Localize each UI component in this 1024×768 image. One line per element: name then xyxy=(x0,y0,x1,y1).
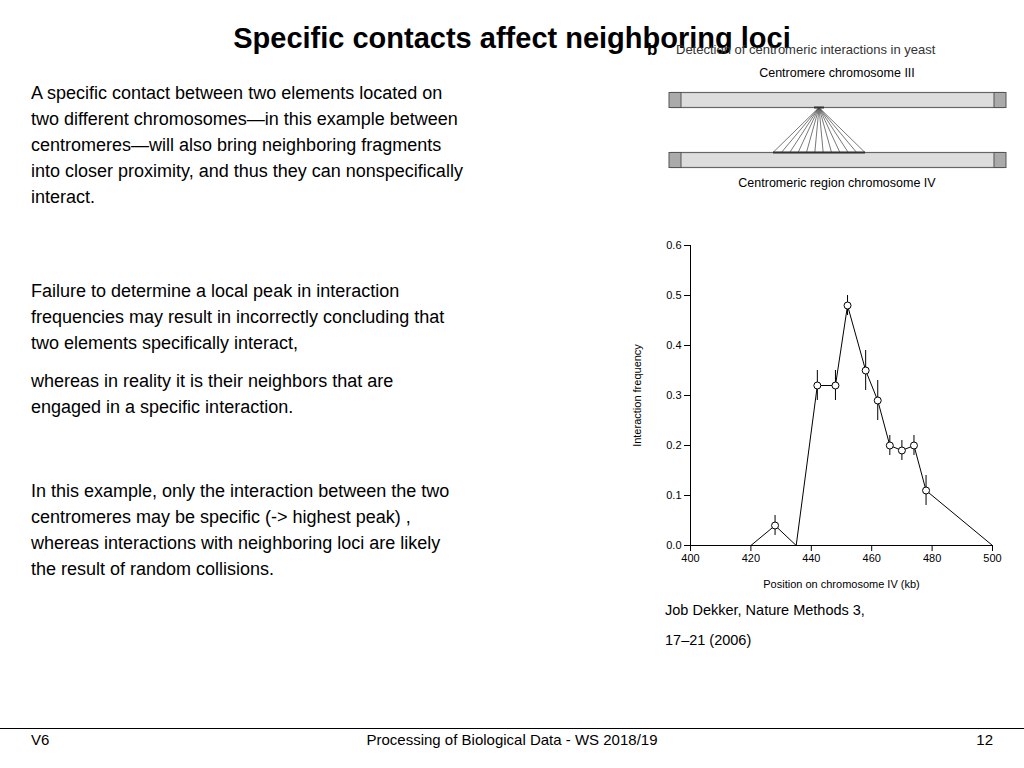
svg-text:0.6: 0.6 xyxy=(666,239,681,251)
html-text:whereas in reality it is their: whereas in reality it is their neighbors… xyxy=(31,371,394,418)
html-text:V6: V6 xyxy=(31,731,50,748)
svg-text:0.2: 0.2 xyxy=(666,439,681,451)
html-text:In this example, only the inte: In this example, only the interaction be… xyxy=(31,481,450,580)
svg-text:440: 440 xyxy=(802,552,820,564)
svg-text:400: 400 xyxy=(681,552,699,564)
svg-text:0.1: 0.1 xyxy=(666,489,681,501)
html-text:12: 12 xyxy=(976,731,993,748)
html-text:Detection of centromeric inter: Detection of centromeric interactions in… xyxy=(676,42,936,57)
svg-text:420: 420 xyxy=(742,552,760,564)
svg-text:Position on chromosome IV (kb): Position on chromosome IV (kb) xyxy=(763,578,920,590)
html-text:17–21 (2006): 17–21 (2006) xyxy=(665,632,752,648)
html-text:Specific contacts affect neigh: Specific contacts affect neighboring loc… xyxy=(233,22,791,54)
svg-text:0.3: 0.3 xyxy=(666,389,681,401)
html-text:b: b xyxy=(647,40,658,59)
html-text:Job Dekker, Nature Methods 3,: Job Dekker, Nature Methods 3, xyxy=(665,602,865,618)
html-text:Failure to determine a local p: Failure to determine a local peak in int… xyxy=(31,281,445,354)
svg-text:Interaction frequency: Interaction frequency xyxy=(631,344,643,447)
svg-text:500: 500 xyxy=(983,552,1001,564)
html-text:Processing of Biological Data: Processing of Biological Data - WS 2018/… xyxy=(366,731,658,748)
svg-text:0.5: 0.5 xyxy=(666,289,681,301)
svg-text:0.0: 0.0 xyxy=(666,539,681,551)
svg-text:480: 480 xyxy=(923,552,941,564)
svg-text:0.4: 0.4 xyxy=(666,339,681,351)
svg-text:460: 460 xyxy=(863,552,881,564)
html-text:Centromere chromosome III: Centromere chromosome III xyxy=(759,66,915,80)
html-text:A specific contact between two: A specific contact between two elements … xyxy=(31,83,463,208)
html-text:Centromeric region chromosome: Centromeric region chromosome IV xyxy=(738,176,936,190)
